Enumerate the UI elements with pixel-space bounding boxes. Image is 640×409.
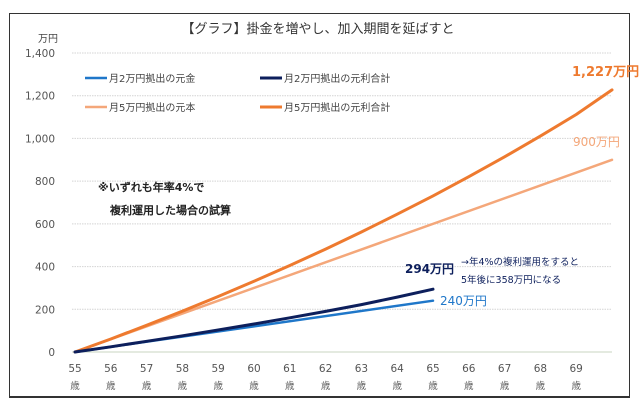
x-tick-unit: 歳	[321, 380, 331, 392]
x-tick-label: 57	[140, 363, 153, 375]
series-lines	[73, 88, 614, 354]
legend-label: 月5万円拠出の元本	[109, 101, 195, 114]
x-tick-label: 58	[176, 363, 189, 375]
series-line-2	[73, 158, 614, 354]
x-tick-label: 62	[319, 363, 332, 375]
y-tick-label: 200	[35, 304, 55, 316]
x-tick-unit: 歳	[464, 380, 474, 392]
y-tick-label: 600	[35, 219, 55, 231]
x-tick-unit: 歳	[392, 380, 402, 392]
x-tick-unit: 歳	[178, 380, 188, 392]
y-tick-label: 800	[35, 176, 55, 188]
y-tick-label: 0	[48, 347, 55, 359]
legend-label: 月2万円拠出の元金	[109, 72, 195, 85]
y-axis-unit-label: 万円	[38, 34, 58, 45]
annotation-240: 240万円	[440, 294, 487, 308]
x-tick-label: 69	[570, 363, 583, 375]
x-axis-ticks: 55 歳 56 歳 57 歳 58 歳 59 歳 60 歳 61 歳 62 歳 63 歳 64 歳 65 歳 66 歳 67 歳 6…	[68, 363, 583, 392]
annotation-294: 294万円	[405, 262, 454, 276]
x-tick-unit: 歳	[571, 380, 581, 392]
x-tick-label: 66	[462, 363, 476, 375]
legend-label: 月5万円拠出の元利合計	[284, 101, 390, 114]
compound-note-line1: →年4%の複利運用をすると	[461, 256, 579, 268]
gridlines	[72, 52, 612, 353]
x-tick-label: 63	[355, 363, 368, 375]
chart-frame	[9, 13, 630, 398]
x-tick-unit: 歳	[70, 380, 80, 392]
x-tick-unit: 歳	[249, 380, 259, 392]
annotation-1227: 1,227万円	[572, 65, 639, 80]
x-tick-unit: 歳	[500, 380, 510, 392]
x-tick-label: 59	[212, 363, 225, 375]
x-tick-unit: 歳	[357, 380, 367, 392]
y-tick-label: 1,200	[25, 91, 55, 103]
x-tick-label: 60	[247, 363, 260, 375]
assumption-note-line2: 複利運用した場合の試算	[109, 203, 231, 217]
legend-label: 月2万円拠出の元利合計	[284, 72, 390, 85]
chart-title: 【グラフ】掛金を増やし、加入期間を延ばすと	[181, 21, 454, 37]
x-tick-unit: 歳	[142, 380, 152, 392]
series-line-3	[73, 88, 614, 354]
x-tick-unit: 歳	[285, 380, 295, 392]
y-tick-label: 400	[35, 262, 55, 274]
assumption-note-line1: ※いずれも年率4%で	[98, 180, 204, 194]
x-tick-label: 68	[534, 363, 547, 375]
x-tick-unit: 歳	[106, 380, 116, 392]
annotation-900: 900万円	[573, 135, 620, 149]
x-tick-label: 55	[68, 363, 81, 375]
y-tick-label: 1,000	[25, 133, 55, 145]
x-tick-unit: 歳	[213, 380, 223, 392]
x-tick-label: 67	[498, 363, 511, 375]
compound-note-line2: 5年後に358万円になる	[461, 274, 561, 286]
series-line-1	[73, 287, 435, 354]
x-tick-label: 64	[391, 363, 405, 375]
x-tick-label: 56	[104, 363, 118, 375]
x-tick-label: 61	[283, 363, 296, 375]
x-tick-unit: 歳	[428, 380, 438, 392]
y-axis-ticks: 0 200 400 600 800 1,000 1,200 1,400	[25, 48, 55, 359]
x-tick-unit: 歳	[536, 380, 546, 392]
y-tick-label: 1,400	[25, 48, 55, 60]
x-tick-label: 65	[426, 363, 439, 375]
